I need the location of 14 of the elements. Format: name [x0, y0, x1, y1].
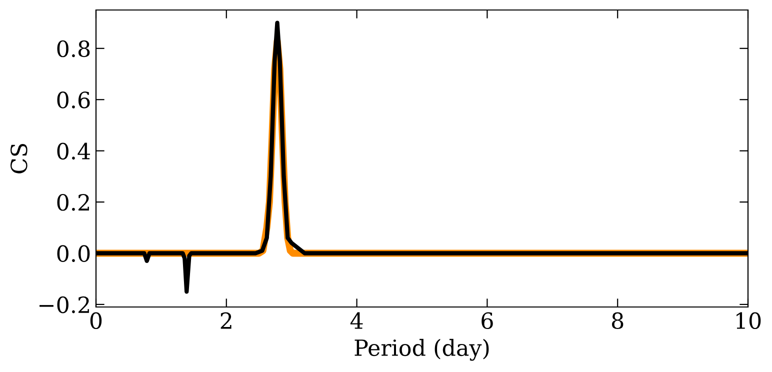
- x-tick-label: 2: [220, 312, 232, 329]
- x-tick-label: 6: [482, 312, 493, 330]
- x-tick-label: 8: [612, 312, 624, 330]
- y-tick-label: 0.6: [57, 92, 90, 108]
- y-tick-label: 0.2: [57, 194, 89, 211]
- y-tick-label: 0.8: [57, 40, 90, 58]
- y-tick-label: −0.2: [40, 296, 89, 314]
- x-tick-label: 0: [90, 312, 102, 330]
- y-tick-label: 0.0: [57, 245, 90, 262]
- y-axis-title: CS: [10, 144, 28, 174]
- x-tick-label: 10: [736, 312, 761, 330]
- x-tick-label: 4: [350, 312, 363, 329]
- y-tick-label: 0.4: [57, 142, 90, 160]
- x-axis-title: Period (day): [354, 338, 489, 361]
